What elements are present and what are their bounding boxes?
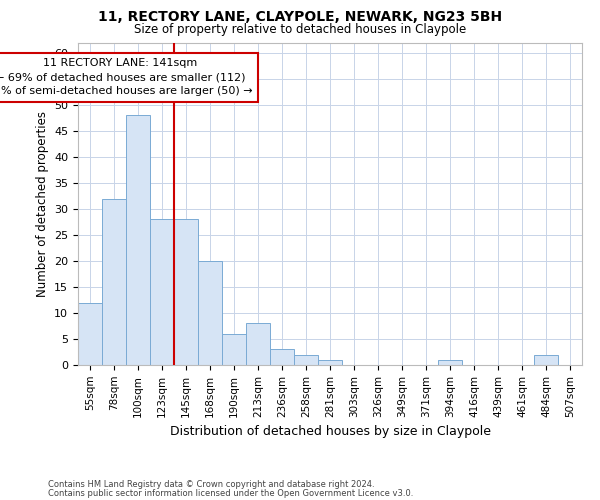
Bar <box>102 198 126 365</box>
Bar <box>222 334 246 365</box>
Text: Contains HM Land Registry data © Crown copyright and database right 2024.: Contains HM Land Registry data © Crown c… <box>48 480 374 489</box>
X-axis label: Distribution of detached houses by size in Claypole: Distribution of detached houses by size … <box>170 425 491 438</box>
Bar <box>534 354 558 365</box>
Bar <box>126 116 150 365</box>
Bar <box>438 360 462 365</box>
Y-axis label: Number of detached properties: Number of detached properties <box>35 111 49 296</box>
Bar <box>294 354 318 365</box>
Bar <box>150 220 174 365</box>
Bar <box>318 360 342 365</box>
Text: 11 RECTORY LANE: 141sqm
← 69% of detached houses are smaller (112)
31% of semi-d: 11 RECTORY LANE: 141sqm ← 69% of detache… <box>0 58 253 96</box>
Text: Contains public sector information licensed under the Open Government Licence v3: Contains public sector information licen… <box>48 488 413 498</box>
Bar <box>198 261 222 365</box>
Bar <box>78 302 102 365</box>
Bar <box>246 324 270 365</box>
Text: 11, RECTORY LANE, CLAYPOLE, NEWARK, NG23 5BH: 11, RECTORY LANE, CLAYPOLE, NEWARK, NG23… <box>98 10 502 24</box>
Text: Size of property relative to detached houses in Claypole: Size of property relative to detached ho… <box>134 22 466 36</box>
Bar <box>270 350 294 365</box>
Bar <box>174 220 198 365</box>
